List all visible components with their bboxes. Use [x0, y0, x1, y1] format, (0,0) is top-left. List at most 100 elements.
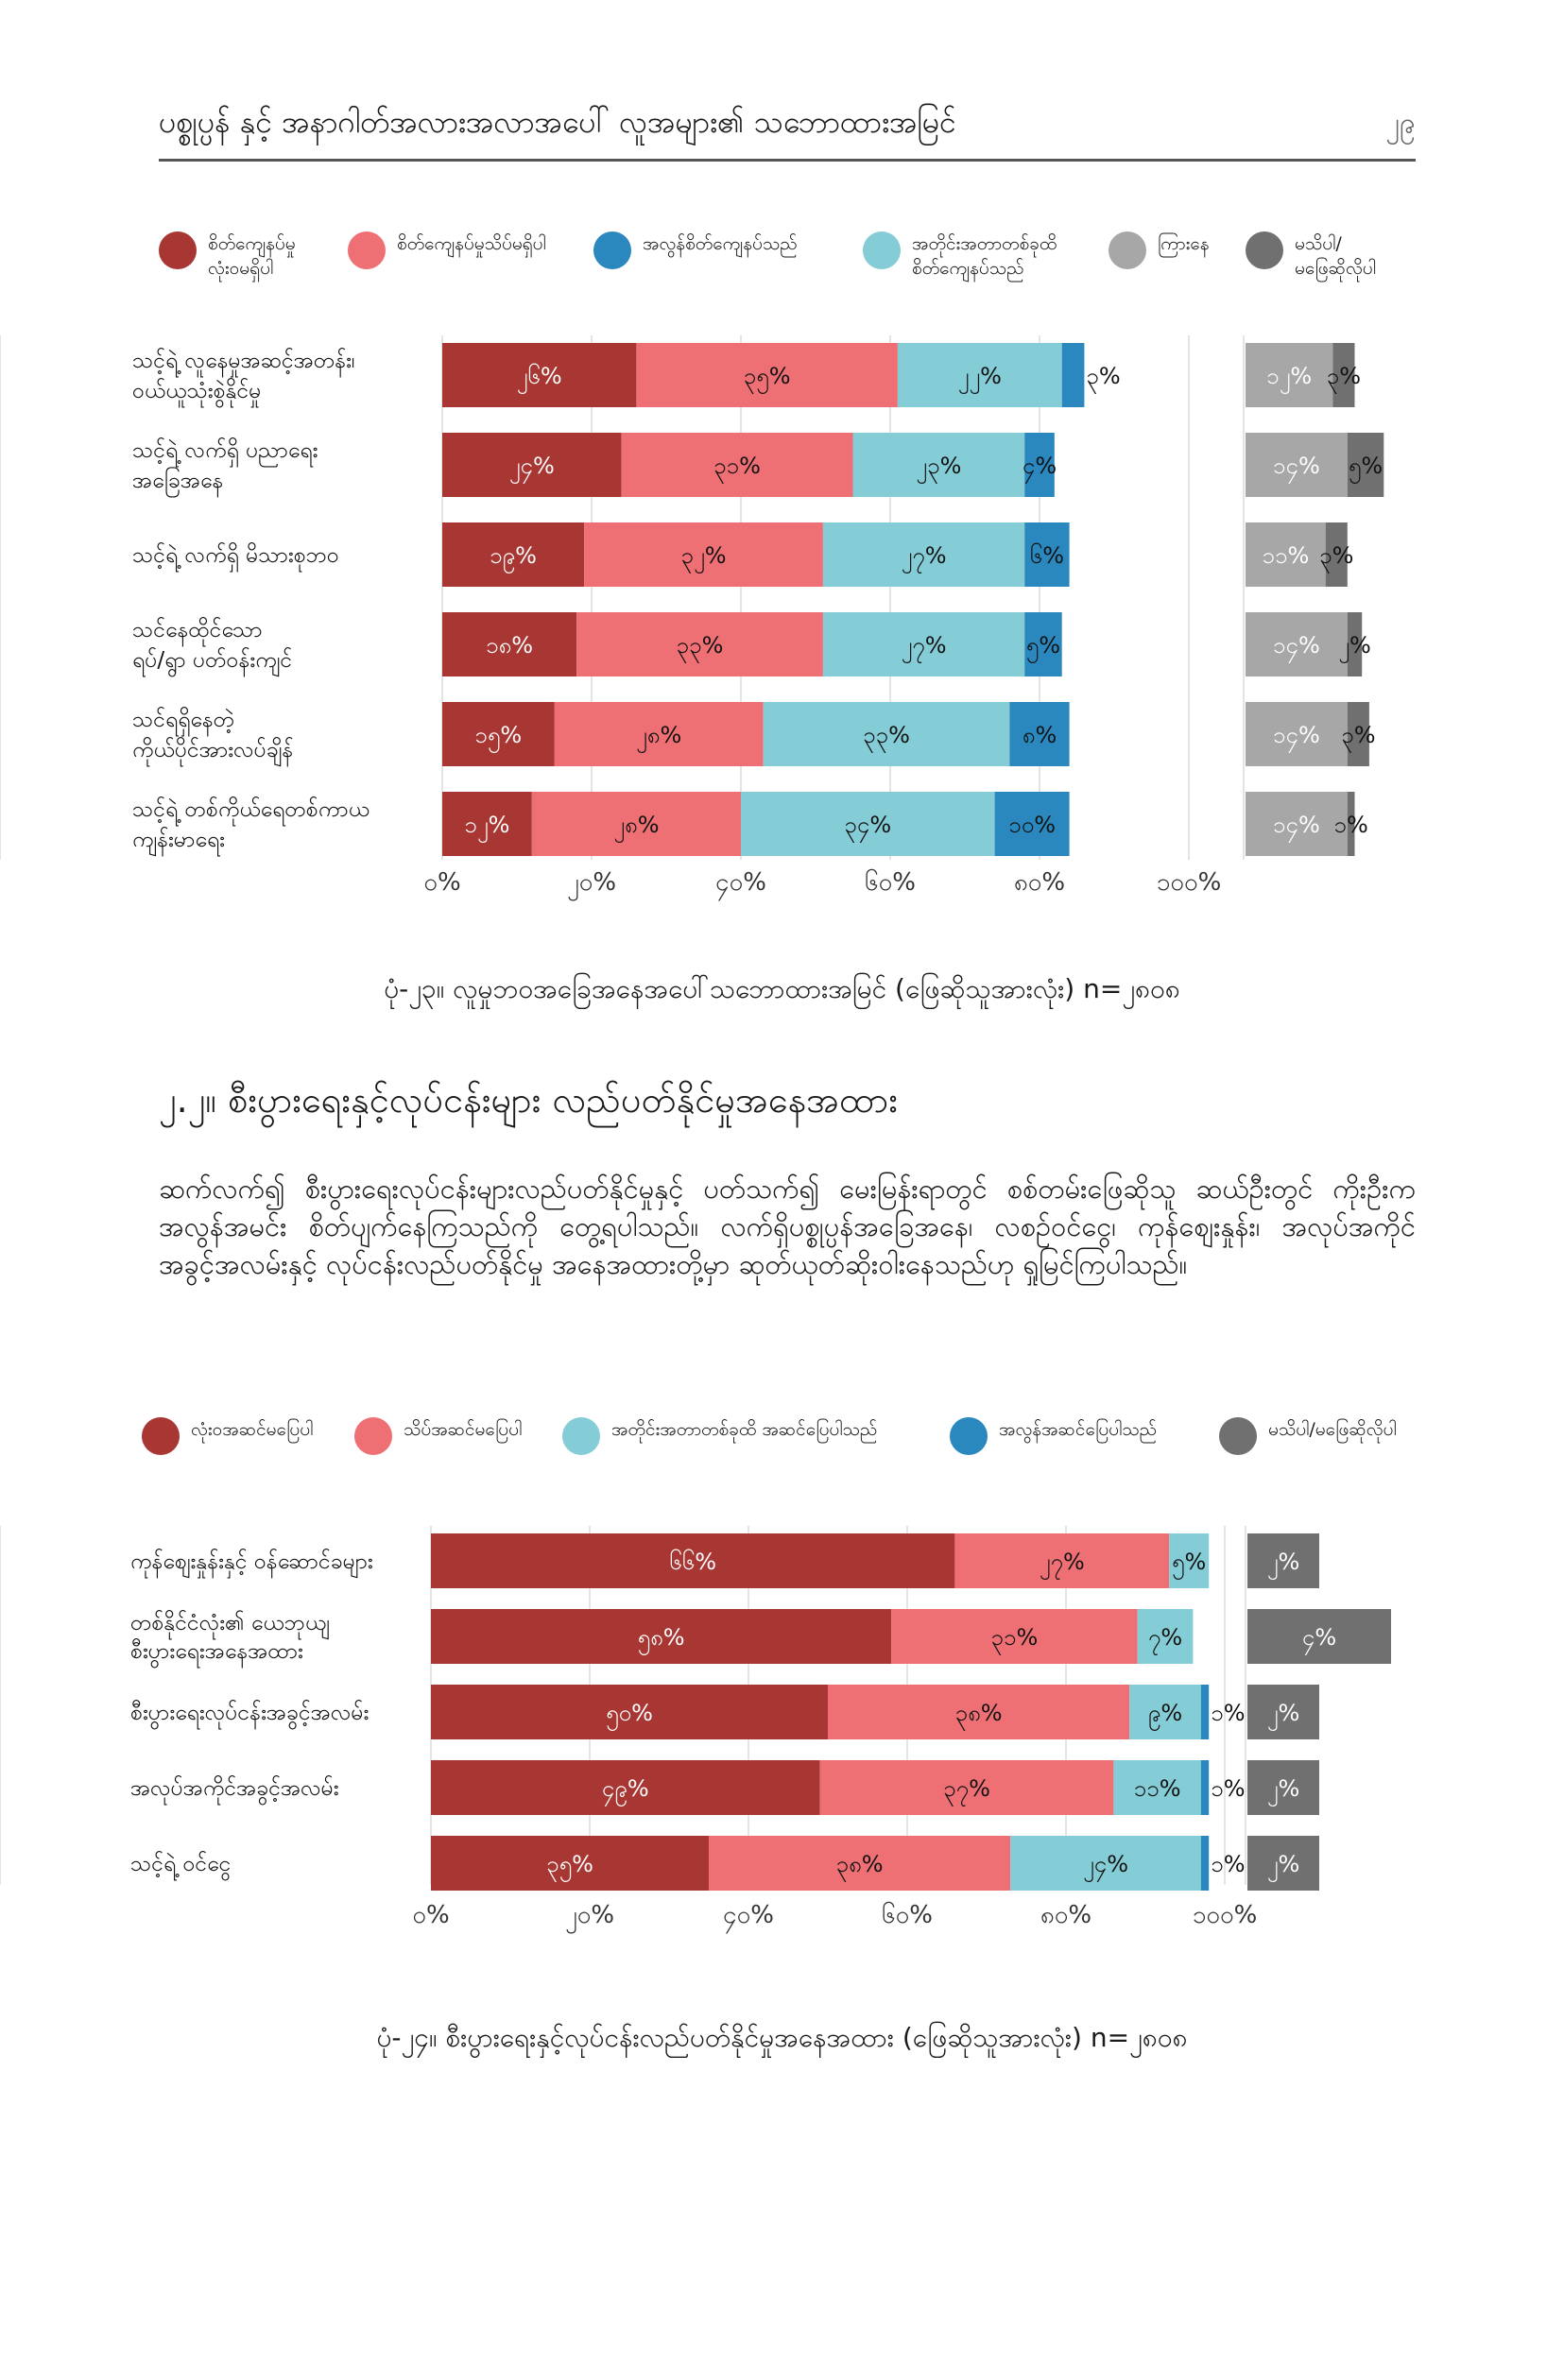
chart2-bar-segment [431, 1836, 709, 1891]
chart1-data-label: ၃၂% [680, 542, 726, 574]
legend-label: အလွန်အဆင်ပြေပါသည် [999, 1419, 1158, 1440]
chart2-bar-segment [709, 1836, 1011, 1891]
chart1-category-label: သင်ရရှိနေတဲ့ကိုယ်ပိုင်အားလပ်ချိန် [132, 708, 293, 766]
legend-swatch [562, 1417, 600, 1455]
chart1-side-data-label: ၃% [1327, 363, 1361, 394]
chart1-x-tick-label: ၂၀% [567, 868, 616, 901]
chart2-x-tick-label: ၆၀% [882, 1899, 933, 1929]
chart1-data-label: ၂၇% [902, 632, 947, 663]
chart2-bar-segment [1129, 1685, 1201, 1739]
legend-swatch [354, 1417, 392, 1455]
chart2-side-bar-segment [1247, 1609, 1391, 1664]
chart1-bar-segment [763, 702, 1010, 766]
chart2-data-label: ၃၈% [955, 1700, 1003, 1731]
section-heading: ၂.၂။ စီးပွားရေးနှင့်လုပ်ငန်းများ လည်ပတ်န… [159, 1079, 899, 1121]
chart1-bar-segment [442, 522, 585, 587]
chart2-side-bar-segment [1247, 1685, 1319, 1739]
chart1-data-label: ၂၃% [916, 453, 961, 484]
section-body: ဆက်လက်၍ စီးပွားရေးလုပ်ငန်းများလည်ပတ်နိုင… [159, 1173, 1416, 1280]
satisfaction-chart: ၀% ၂၀% ၄၀% ၆၀% ၈၀% ၁၀၀% သင့်ရဲ့ လူနေမှုအဆင့်အတ… [0, 312, 1564, 907]
chart1-data-label: ၁၈% [486, 632, 533, 659]
chart1-x-tick-label: ၆၀% [865, 866, 916, 897]
chart1-legend-item: စိတ်ကျေနပ်မှုသိပ်မရှိပါ [348, 231, 546, 269]
chart1-data-label: ၃၄% [844, 812, 891, 843]
chart1-data-label: ၂၇% [902, 542, 947, 574]
chart2-legend-item: မသိပါ/မဖြေဆိုလိုပါ [1219, 1417, 1397, 1455]
legend-label: စိတ်ကျေနပ်မှုသိပ်မရှိပါ [397, 233, 546, 254]
chart2-data-label: ၁% [1211, 1700, 1245, 1726]
chart1-bar-segment [442, 343, 637, 407]
chart2-category-label: တစ်နိုင်ငံလုံး၏ ယေဘုယျစီးပွားရေးအနေအထား [130, 1611, 330, 1669]
chart2-side-bar-segment [1247, 1836, 1319, 1891]
chart1-side-data-label: ၁၄% [1273, 812, 1320, 843]
chart1-legend-item: စိတ်ကျေနပ်မှု လုံးဝမရှိပါ [159, 231, 296, 281]
legend-label: သိပ်အဆင်မပြေပါ [404, 1419, 523, 1440]
chart2-bar-segment [819, 1760, 1114, 1815]
figure-23-caption: ပုံ-၂၃။ လူမှုဘဝအခြေအနေအပေါ်သဘောထားအမြင် … [384, 973, 1180, 1004]
chart2-data-label: ၆၆% [669, 1548, 716, 1575]
chart2-data-label: ၁% [1211, 1851, 1245, 1877]
chart1-bar-segment [442, 702, 555, 766]
legend-swatch [863, 231, 901, 269]
chart2-bar-segment [1200, 1760, 1210, 1815]
legend-label: အတိုင်းအတာတစ်ခုထိ စိတ်ကျေနပ်သည် [912, 233, 1057, 279]
legend-swatch [593, 231, 631, 269]
chart1-legend-item: အလွန်စိတ်ကျေနပ်သည် [593, 231, 798, 269]
chart1-side-data-label: ၁၁% [1262, 542, 1309, 569]
chart1-data-label: ၂၈% [613, 812, 659, 843]
chart1-side-bar-segment [1246, 792, 1348, 856]
chart1-bar-segment [822, 522, 1025, 587]
chart2-bar-segment [431, 1685, 828, 1739]
legend-swatch [950, 1417, 988, 1455]
chart1-side-data-label: ၂% [1338, 632, 1371, 663]
chart1-side-bar-segment [1347, 612, 1363, 676]
running-title: ပစ္စုပ္ပန် နှင့် အနာဂါတ်အလားအလာအပေါ် လူအ… [159, 104, 956, 140]
legend-swatch [142, 1417, 180, 1455]
chart1-bar-segment [442, 433, 622, 497]
chart1-legend-item: ကြားနေ [1109, 231, 1210, 269]
chart1-legend: စိတ်ကျေနပ်မှု လုံးဝမရှိပါ စိတ်ကျေနပ်မှုသိ… [159, 231, 1416, 298]
chart1-bar-segment [1009, 702, 1070, 766]
chart1-side-data-label: ၃% [1319, 542, 1353, 574]
chart1-side-data-label: ၃% [1341, 722, 1375, 753]
chart1-side-bar-segment [1325, 522, 1348, 587]
chart2-side-bar-segment [1247, 1760, 1319, 1815]
chart1-x-tick-label: ၁၀၀% [1157, 868, 1222, 897]
chart2-data-label: ၅% [1172, 1549, 1206, 1580]
chart2-bar-segment [954, 1533, 1170, 1588]
chart2-legend-item: အလွန်အဆင်ပြေပါသည် [950, 1417, 1157, 1455]
chart1-bar-segment [852, 433, 1025, 497]
chart2-bar-segment [1200, 1685, 1210, 1739]
chart2-category-label: သင့်ရဲ့ ဝင်ငွေ [130, 1852, 231, 1881]
chart2-bar-segment [1137, 1609, 1194, 1664]
chart1-legend-item: မသိပါ/ မဖြေဆိုလိုပါ [1246, 231, 1376, 281]
legend-swatch [1246, 231, 1283, 269]
chart1-side-bar-segment [1246, 612, 1348, 676]
legend-swatch [1219, 1417, 1257, 1455]
page-number: ၂၉ [1385, 107, 1416, 140]
chart1-category-label: သင့်ရဲ့ လက်ရှိ မိသားစုဘဝ [132, 543, 339, 573]
legend-label: စိတ်ကျေနပ်မှု လုံးဝမရှိပါ [208, 233, 296, 279]
chart2-legend-item: သိပ်အဆင်မပြေပါ [354, 1417, 522, 1455]
chart1-bar-segment [584, 522, 823, 587]
legend-swatch [159, 231, 197, 269]
chart2-data-label: ၃၁% [990, 1624, 1038, 1655]
chart1-side-data-label: ၁၂% [1266, 363, 1312, 394]
chart1-data-label: ၆% [1030, 541, 1064, 569]
chart1-side-bar-segment [1332, 343, 1355, 407]
chart1-category-label: သင်နေထိုင်သောရပ်/ရွာ ပတ်ဝန်းကျင် [132, 618, 292, 677]
chart2-data-label: ၅၈% [638, 1624, 685, 1655]
chart2-side-data-label: ၂% [1267, 1851, 1300, 1882]
figure-24-caption: ပုံ-၂၄။ စီးပွားရေးနှင့်လုပ်ငန်းလည်ပတ်နို… [376, 2022, 1188, 2053]
chart2-bar-segment [1113, 1760, 1201, 1815]
chart2-data-label: ၇% [1148, 1624, 1182, 1655]
chart2-data-label: ၁၁% [1134, 1775, 1181, 1802]
chart1-side-data-label: ၁၄% [1273, 632, 1320, 663]
chart1-data-label: ၈% [1023, 722, 1057, 748]
chart2-data-label: ၉% [1148, 1700, 1182, 1731]
chart2-data-label: ၃၈% [836, 1851, 884, 1882]
chart1-bar-segment [897, 343, 1062, 407]
chart1-bar-segment [531, 792, 741, 856]
chart2-category-label: အလုပ်အကိုင်အခွင့်အလမ်း [130, 1776, 339, 1806]
chart2-bar-segment [431, 1760, 820, 1815]
